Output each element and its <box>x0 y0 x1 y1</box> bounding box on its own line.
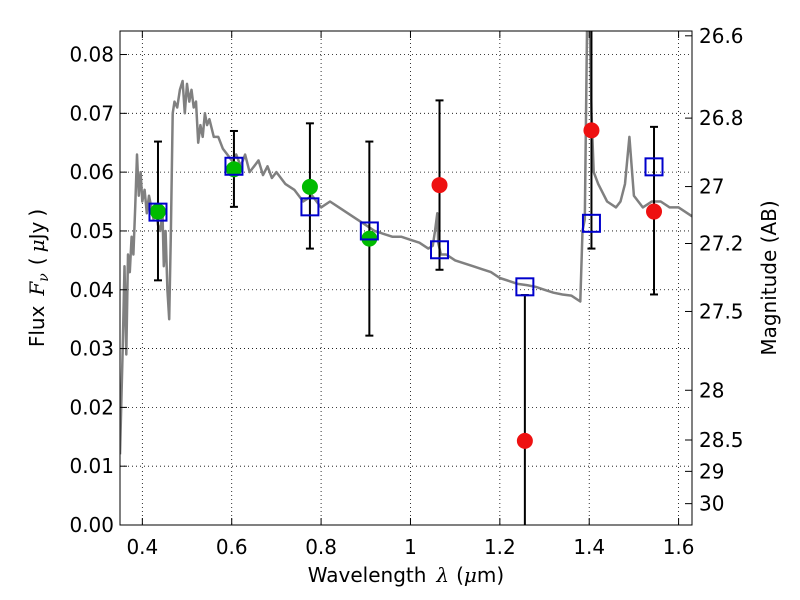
y-tick-label: 0.02 <box>69 395 114 419</box>
plot-frame <box>119 30 693 526</box>
y2-axis-title: Magnitude (AB) <box>757 200 781 355</box>
mag-tick-label: 26.6 <box>699 24 744 48</box>
data-point-square <box>148 202 168 222</box>
y-tick-label: 0.06 <box>69 160 114 184</box>
data-point-circle <box>431 177 448 194</box>
x-tick-label: 0.8 <box>305 535 337 559</box>
data-point-circle <box>646 203 663 220</box>
data-point-square <box>581 213 601 233</box>
data-point-square <box>224 156 244 176</box>
mag-tick-label: 28.5 <box>699 428 744 452</box>
data-point-square <box>644 157 664 177</box>
mag-tick-label: 26.8 <box>699 106 744 130</box>
mag-tick-label: 28 <box>699 378 724 402</box>
y-tick-label: 0.04 <box>69 278 114 302</box>
x-tick-label: 1.4 <box>573 535 605 559</box>
grid-lines <box>120 31 692 526</box>
y-tick-label: 0.00 <box>69 513 114 537</box>
y-tick-label: 0.05 <box>69 219 114 243</box>
data-point-circle <box>583 122 600 139</box>
y-tick-label: 0.01 <box>69 454 114 478</box>
x-axis-title: Wavelength λ (μm) <box>308 563 504 587</box>
data-point-circle <box>301 178 318 195</box>
axis-ticks: 0.4 0.6 0.8 1 1.2 1.4 1.6 0.00 0.01 0.02 0.03 0.04 0… <box>69 24 743 559</box>
model-spectrum <box>120 31 692 455</box>
y-tick-label: 0.08 <box>69 43 114 67</box>
y-tick-label: 0.03 <box>69 337 114 361</box>
x-tick-label: 0.6 <box>216 535 248 559</box>
data-point-circle <box>149 203 166 220</box>
data-point-circle <box>516 432 533 449</box>
mag-tick-label: 29 <box>699 459 724 483</box>
data-markers <box>148 122 664 449</box>
data-point-square <box>359 221 379 241</box>
data-point-square <box>300 197 320 217</box>
mag-tick-label: 30 <box>699 492 724 516</box>
x-tick-label: 1 <box>404 535 417 559</box>
data-point-circle <box>225 161 242 178</box>
mag-tick-label: 27.5 <box>699 299 744 323</box>
error-bars <box>153 31 659 525</box>
x-tick-label: 0.4 <box>126 535 158 559</box>
spectrum-line <box>120 31 692 455</box>
data-point-square <box>430 240 450 260</box>
x-tick-label: 1.2 <box>484 535 516 559</box>
mag-tick-label: 27.2 <box>699 232 744 256</box>
data-point-square <box>515 277 535 297</box>
y-tick-label: 0.07 <box>69 101 114 125</box>
x-tick-label: 1.6 <box>663 535 695 559</box>
mag-tick-label: 27 <box>699 175 724 199</box>
y-axis-title: FluxFν(μJy) <box>25 209 52 347</box>
